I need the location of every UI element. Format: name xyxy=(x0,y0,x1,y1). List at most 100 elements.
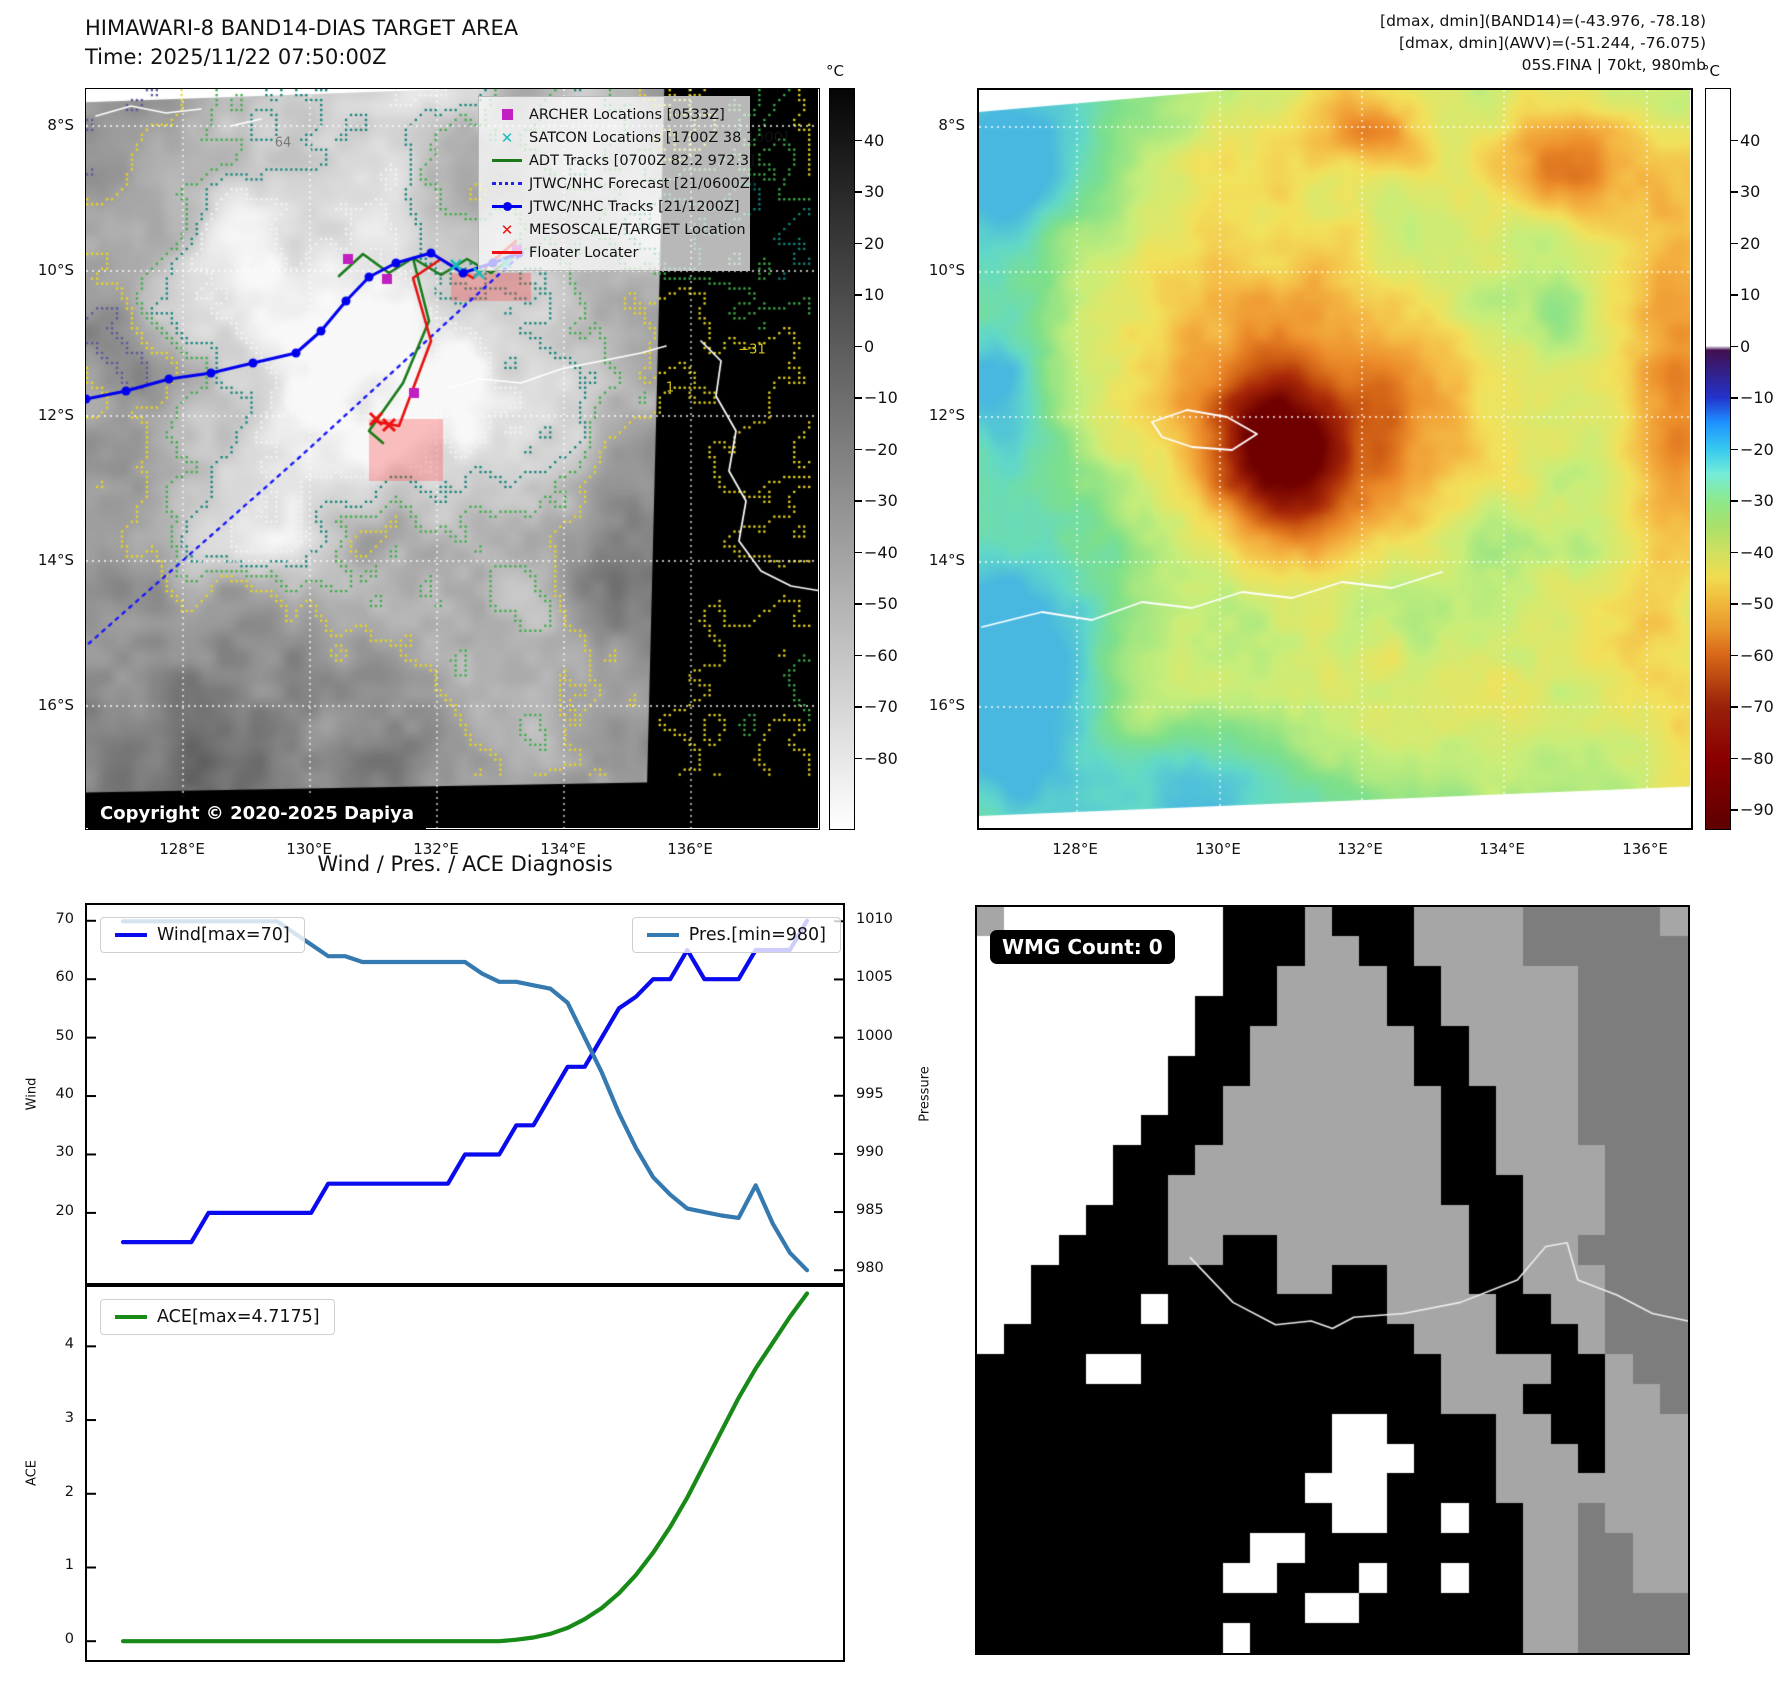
legend-item-label: ADT Tracks [0700Z 82.2 972.3] xyxy=(529,152,755,169)
legend-item-label: JTWC/NHC Forecast [21/0600Z] xyxy=(529,175,756,192)
wind-pressure-plot xyxy=(87,918,843,1273)
awv-lat-tick: 14°S xyxy=(928,551,965,569)
band14-lat-tick: 8°S xyxy=(47,116,74,134)
awv-lon-tick: 128°E xyxy=(1052,840,1098,858)
legend-item-label: SATCON Locations [1700Z 38 1000] xyxy=(529,129,789,146)
band14-cbar-tick-label: 20 xyxy=(864,233,885,253)
awv-satellite-canvas xyxy=(979,90,1690,827)
pressure-legend: Pres.[min=980] xyxy=(631,917,841,953)
contour-label: 64 xyxy=(274,135,292,151)
pressure-tick-label: 980 xyxy=(856,1260,884,1277)
wind-tick-label: 20 xyxy=(55,1202,74,1219)
legend-item-label: ARCHER Locations [0533Z] xyxy=(529,106,725,123)
ace-plot xyxy=(87,1291,810,1644)
band14-cbar-tick-mark xyxy=(855,757,862,760)
x-marker-icon: ✕ xyxy=(500,128,514,147)
wmg-count-badge: WMG Count: 0 xyxy=(990,930,1175,964)
legend-item: JTWC/NHC Tracks [21/1200Z] xyxy=(489,195,741,218)
ace-tick-label: 4 xyxy=(64,1336,74,1353)
band14-cbar-tick-mark xyxy=(855,139,862,142)
wind-legend-label: Wind[max=70] xyxy=(157,925,290,945)
pressure-legend-line xyxy=(646,932,679,938)
awv-cbar-tick-label: −10 xyxy=(1740,388,1774,408)
band14-cbar-tick-mark xyxy=(855,448,862,451)
band14-cbar-tick-mark xyxy=(855,706,862,708)
awv-cbar-tick-label: −30 xyxy=(1740,491,1774,511)
awv-cbar-tick-mark xyxy=(1731,757,1738,760)
awv-cbar-tick-label: 10 xyxy=(1740,285,1761,305)
wind-tick-label: 50 xyxy=(55,1027,74,1044)
wind-tick-label: 60 xyxy=(55,969,74,986)
awv-cbar-tick-mark xyxy=(1731,242,1738,245)
legend-item: JTWC/NHC Forecast [21/0600Z] xyxy=(489,172,755,195)
pressure-tick-label: 995 xyxy=(856,1085,884,1102)
band14-colorbar-unit: °C xyxy=(826,62,844,80)
band14-cbar-tick-label: 0 xyxy=(864,336,875,356)
band14-time: Time: 2025/11/22 07:50:00Z xyxy=(85,45,387,69)
band14-cbar-tick-mark xyxy=(855,294,862,296)
awv-colorbar-unit: °C xyxy=(1702,62,1720,80)
awv-cbar-tick-label: 40 xyxy=(1740,130,1761,150)
pressure-tick-label: 990 xyxy=(856,1143,884,1160)
band14-cbar-tick-label: 30 xyxy=(864,182,885,202)
band14-cbar-tick-label: 10 xyxy=(864,285,885,305)
band14-title: HIMAWARI-8 BAND14-DIAS TARGET AREA xyxy=(85,16,519,40)
annotation-awv: [dmax, dmin](AWV)=(-51.244, -76.075) xyxy=(1399,34,1706,52)
ace-legend-label: ACE[max=4.7175] xyxy=(157,1307,320,1327)
wind-tick-label: 70 xyxy=(55,910,74,927)
line-marker-icon xyxy=(489,158,525,163)
awv-cbar-tick-label: −60 xyxy=(1740,645,1774,665)
annotation-storm: 05S.FINA | 70kt, 980mb xyxy=(1521,56,1706,74)
square-marker-icon xyxy=(489,109,525,120)
awv-cbar-tick-mark xyxy=(1731,654,1738,657)
awv-cbar-tick-mark xyxy=(1731,706,1738,708)
band14-cbar-tick-label: 40 xyxy=(864,130,885,150)
awv-cbar-tick-label: 20 xyxy=(1740,233,1761,253)
line-marker-icon xyxy=(489,250,525,255)
awv-lat-tick: 10°S xyxy=(928,261,965,279)
awv-cbar-tick-mark xyxy=(1731,448,1738,451)
linedot-marker-icon xyxy=(489,201,525,211)
annotation-band14: [dmax, dmin](BAND14)=(-43.976, -78.18) xyxy=(1380,12,1706,30)
awv-cbar-tick-mark xyxy=(1731,139,1738,142)
pressure-tick-label: 1000 xyxy=(856,1027,893,1044)
awv-cbar-tick-label: −90 xyxy=(1740,800,1774,820)
awv-cbar-tick-label: −40 xyxy=(1740,542,1774,562)
band14-cbar-tick-mark xyxy=(855,551,862,554)
awv-lon-tick: 132°E xyxy=(1337,840,1383,858)
band14-lat-tick: 14°S xyxy=(37,551,74,569)
awv-cbar-tick-mark xyxy=(1731,345,1738,348)
band14-colorbar xyxy=(829,88,855,830)
awv-cbar-tick-label: 30 xyxy=(1740,182,1761,202)
pressure-legend-label: Pres.[min=980] xyxy=(688,925,826,945)
awv-cbar-tick-label: −20 xyxy=(1740,439,1774,459)
page-title: HIMAWARI-8 BAND14-DIAS TARGET AREA Time:… xyxy=(85,14,518,72)
band14-lon-tick: 130°E xyxy=(286,840,332,858)
band14-cbar-tick-mark xyxy=(855,500,862,502)
legend-item: ADT Tracks [0700Z 82.2 972.3] xyxy=(489,149,755,172)
awv-lat-tick: 12°S xyxy=(928,406,965,424)
awv-lon-tick: 134°E xyxy=(1479,840,1525,858)
awv-cbar-tick-label: −70 xyxy=(1740,697,1774,717)
awv-lon-tick: 130°E xyxy=(1195,840,1241,858)
wind-legend: Wind[max=70] xyxy=(100,917,305,953)
band14-cbar-tick-mark xyxy=(855,603,862,605)
pressure-tick-label: 985 xyxy=(856,1202,884,1219)
wind-legend-line xyxy=(115,932,147,938)
dotted-marker-icon xyxy=(489,182,525,185)
ace-tick-label: 3 xyxy=(64,1410,74,1427)
band14-lat-tick: 10°S xyxy=(37,261,74,279)
wind-pressure-chart xyxy=(85,903,845,1285)
pressure-tick-label: 1005 xyxy=(856,969,893,986)
band14-cbar-tick-mark xyxy=(855,242,862,245)
wmg-mask-canvas xyxy=(977,907,1688,1653)
ace-axis-label: ACE xyxy=(24,1460,40,1486)
legend-item: ARCHER Locations [0533Z] xyxy=(489,103,741,126)
band14-lat-tick: 12°S xyxy=(37,406,74,424)
band14-cbar-tick-label: −40 xyxy=(864,542,898,562)
awv-cbar-tick-mark xyxy=(1731,603,1738,605)
awv-lon-tick: 136°E xyxy=(1622,840,1668,858)
contour-label: −31 xyxy=(738,342,766,358)
legend-item: ✕ MESOSCALE/TARGET Location xyxy=(489,218,746,241)
contour-label: 1 xyxy=(665,380,675,396)
